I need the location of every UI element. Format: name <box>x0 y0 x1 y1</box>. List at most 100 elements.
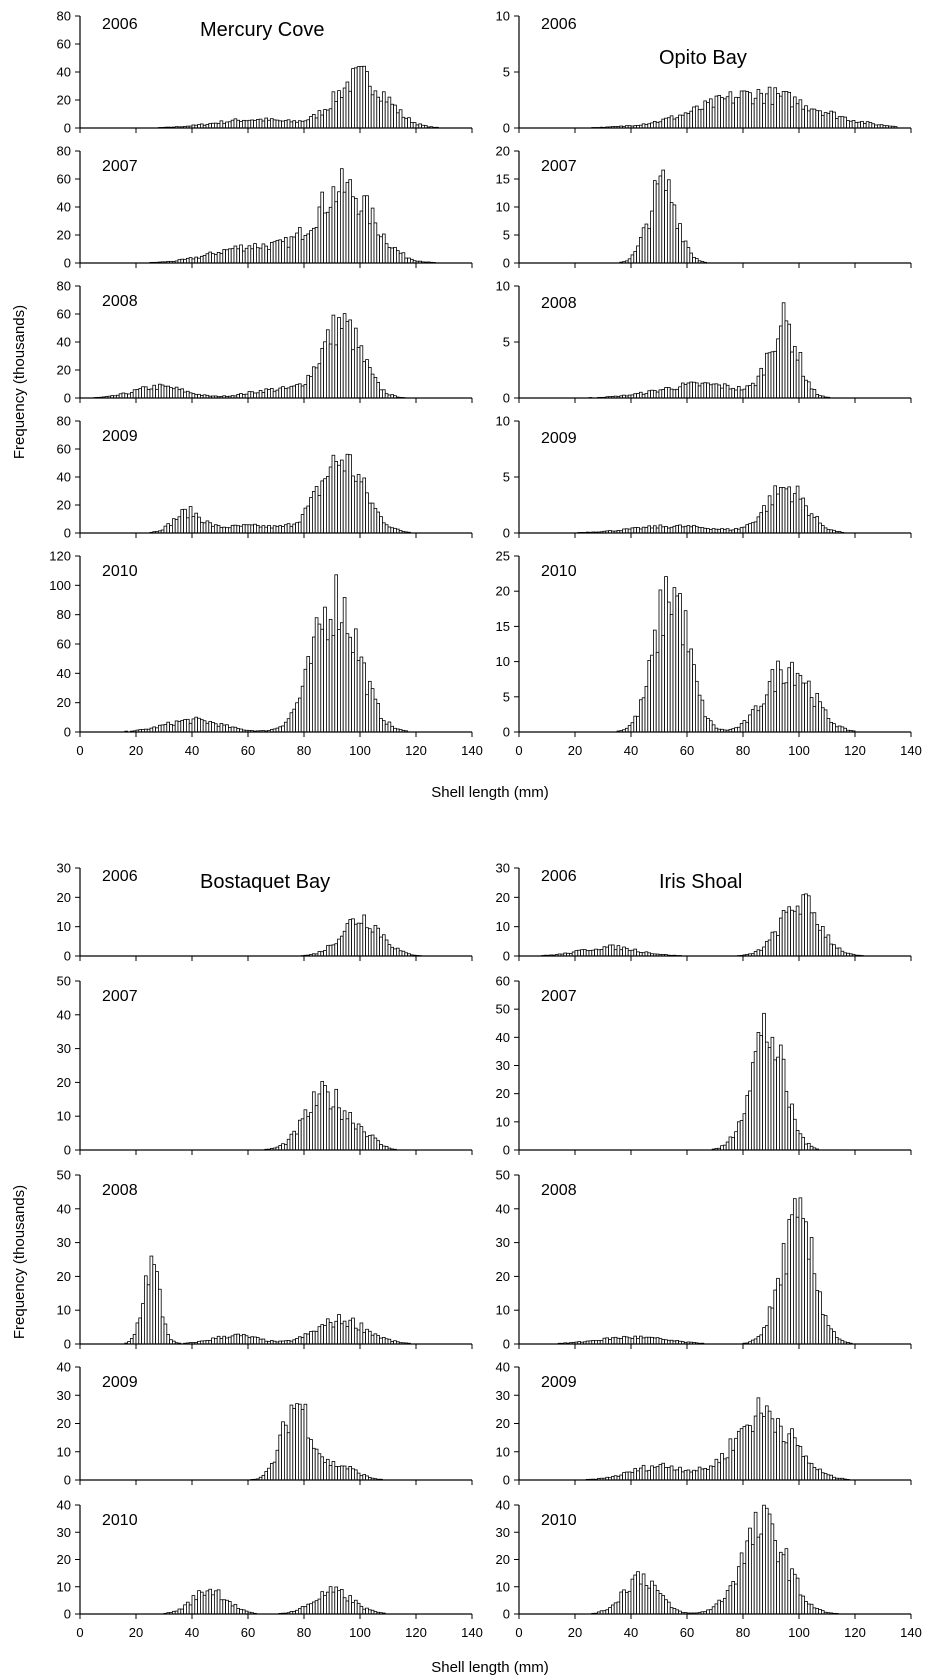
bar <box>770 931 775 957</box>
year-label: 2007 <box>102 158 138 175</box>
bar <box>770 1036 775 1151</box>
bar <box>353 1128 358 1151</box>
bar <box>261 525 266 534</box>
year-label: 2008 <box>102 1182 138 1199</box>
bar <box>644 527 649 534</box>
bar <box>365 1475 369 1481</box>
bar <box>239 525 243 534</box>
bar <box>669 1607 674 1615</box>
bar <box>152 384 157 399</box>
bar <box>370 502 375 534</box>
bar <box>320 480 324 534</box>
bar <box>734 1437 738 1481</box>
bar <box>124 393 129 399</box>
bar <box>591 949 595 957</box>
bar <box>359 210 364 264</box>
bar <box>742 388 747 399</box>
bar <box>821 525 825 534</box>
bar <box>166 721 171 733</box>
y-tick-label: 10 <box>57 919 71 934</box>
bar <box>236 248 241 264</box>
bar <box>605 1337 609 1345</box>
bar <box>334 1320 338 1345</box>
bar <box>146 1284 151 1345</box>
bar <box>700 382 705 399</box>
bar <box>745 524 749 534</box>
bar <box>342 470 347 534</box>
bar <box>823 1473 828 1481</box>
bar <box>784 911 789 957</box>
bar <box>393 104 397 129</box>
bar <box>762 374 766 399</box>
bar <box>323 950 327 957</box>
bar <box>199 521 204 534</box>
bar <box>177 721 182 733</box>
bar <box>320 1081 324 1151</box>
y-tick-label: 0 <box>503 725 510 740</box>
bar <box>328 1108 333 1151</box>
bar <box>835 1337 839 1345</box>
bar <box>829 722 833 733</box>
bar <box>337 317 341 399</box>
bar <box>723 1458 727 1481</box>
bar <box>300 385 305 399</box>
bar <box>613 949 618 957</box>
bar <box>801 1136 805 1151</box>
bar <box>683 610 688 733</box>
bar <box>823 709 828 733</box>
bar <box>264 526 268 534</box>
y-tick-label: 0 <box>503 391 510 406</box>
bar <box>381 233 386 264</box>
bar <box>292 1130 296 1151</box>
bar <box>675 1469 679 1481</box>
bar <box>362 1131 366 1151</box>
bar <box>723 383 727 399</box>
bar <box>627 950 632 957</box>
bar <box>149 1255 154 1345</box>
bar <box>255 119 260 129</box>
bar <box>384 1338 389 1345</box>
bar <box>784 91 789 129</box>
bar <box>737 1121 741 1151</box>
bar <box>779 1044 783 1151</box>
bar <box>306 1603 310 1615</box>
x-tick-label: 60 <box>680 743 694 758</box>
bar <box>169 1339 173 1345</box>
bar <box>348 919 352 957</box>
bar <box>289 121 294 129</box>
bar <box>393 948 397 957</box>
y-tick-label: 40 <box>496 1498 510 1513</box>
bar <box>597 949 601 957</box>
bar <box>244 524 249 534</box>
bar <box>611 1604 615 1615</box>
bar <box>314 1448 319 1481</box>
bar <box>289 712 294 733</box>
bar <box>370 1134 375 1151</box>
bar <box>236 1608 241 1615</box>
y-tick-label: 0 <box>64 949 71 964</box>
bar <box>194 256 199 264</box>
bar <box>381 934 386 957</box>
y-tick-label: 80 <box>57 414 71 429</box>
bar <box>795 359 800 399</box>
bar <box>812 1273 817 1345</box>
bar <box>132 1333 137 1345</box>
x-tick-label: 100 <box>788 1625 810 1640</box>
bar <box>804 1455 808 1481</box>
panel-opito-bay-2006: 0 5 10 2006 Opito Bay <box>496 9 912 136</box>
bar <box>269 242 274 264</box>
bar <box>353 923 358 957</box>
bar <box>261 120 266 129</box>
bar <box>728 91 733 129</box>
bar <box>258 526 263 534</box>
bar <box>365 492 369 534</box>
bar <box>353 1327 358 1345</box>
bar <box>267 249 271 264</box>
bar <box>323 1085 327 1151</box>
bar <box>289 1404 294 1481</box>
bar <box>700 1468 705 1481</box>
site-label-opito-bay: Opito Bay <box>659 47 747 69</box>
bar <box>401 116 406 129</box>
bar <box>667 117 671 129</box>
bar <box>393 246 397 264</box>
